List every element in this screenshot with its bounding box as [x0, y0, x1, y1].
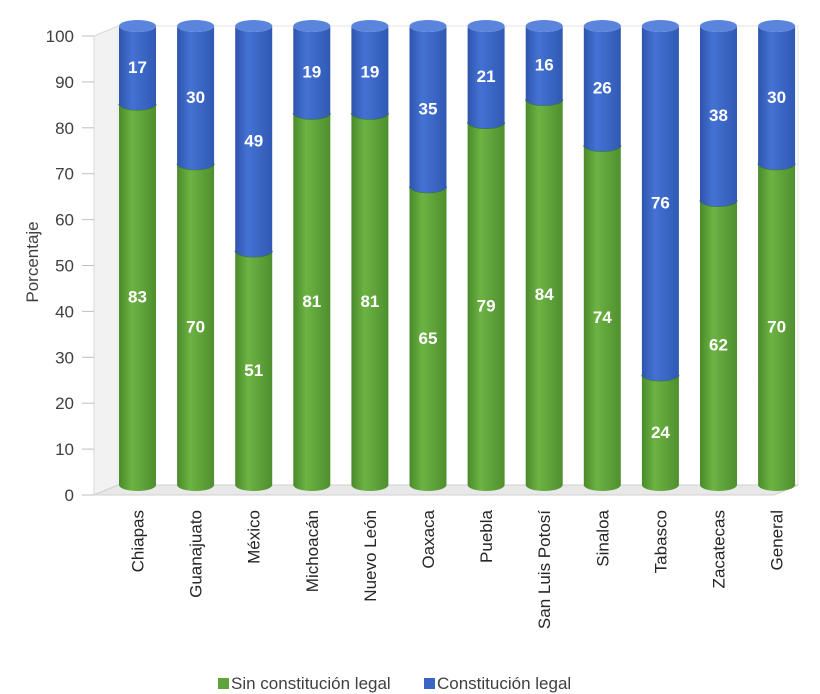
bar-segment-constitucion-1 — [177, 26, 215, 170]
bar-segment-constitucion-3 — [293, 26, 331, 120]
category-label: Sinaloa — [593, 509, 612, 566]
category-label: Zacatecas — [710, 510, 729, 588]
y-tick-label: 40 — [55, 302, 74, 321]
data-label: 49 — [244, 131, 263, 150]
bar-segment-sin-constitucion-7 — [525, 99, 563, 491]
category-label: Oaxaca — [419, 509, 438, 568]
data-label: 70 — [767, 317, 786, 336]
bar-top-cap-11 — [758, 20, 796, 32]
data-label: 19 — [360, 63, 379, 82]
bar-segment-sin-constitucion-5 — [409, 186, 447, 491]
category-label: Tabasco — [651, 510, 670, 573]
bar-segment-constitucion-7 — [525, 26, 563, 106]
bar-segment-sin-constitucion-2 — [235, 250, 273, 491]
bar-segment-sin-constitucion-0 — [119, 104, 156, 491]
bar-segment-constitucion-6 — [467, 26, 505, 129]
legend-swatch-0 — [218, 678, 229, 689]
category-label: Guanajuato — [187, 510, 206, 598]
back-wall — [117, 25, 799, 486]
y-tick-label: 20 — [55, 394, 74, 413]
legend-swatch-1 — [424, 678, 435, 689]
bar-segment-constitucion-11 — [758, 26, 796, 170]
bar-segment-sin-constitucion-8 — [583, 145, 621, 491]
y-tick-label: 50 — [55, 257, 74, 276]
data-label: 81 — [302, 292, 321, 311]
y-tick-label: 100 — [46, 27, 74, 46]
data-label: 16 — [535, 56, 554, 75]
bar-segment-constitucion-8 — [583, 26, 621, 152]
category-label: México — [245, 510, 264, 564]
bar-segment-sin-constitucion-4 — [351, 113, 389, 492]
y-tick-label: 30 — [55, 348, 74, 367]
data-label: 65 — [419, 329, 438, 348]
data-label: 35 — [419, 99, 438, 118]
data-label: 30 — [767, 88, 786, 107]
bar-top-cap-3 — [293, 20, 331, 32]
legend-entry-0: Sin constitución legal — [231, 674, 391, 693]
category-label: Michoacán — [303, 510, 322, 592]
bar-top-cap-4 — [351, 20, 389, 32]
bar-segment-constitucion-2 — [235, 26, 273, 257]
bar-segment-sin-constitucion-1 — [177, 163, 215, 491]
data-label: 19 — [302, 63, 321, 82]
y-tick-label: 60 — [55, 211, 74, 230]
bar-segment-sin-constitucion-3 — [293, 113, 331, 492]
bar-top-cap-7 — [525, 20, 563, 32]
y-tick-label: 0 — [65, 486, 74, 505]
category-label: San Luis Potosí — [535, 510, 554, 629]
bar-top-cap-0 — [119, 20, 156, 32]
y-tick-label: 70 — [55, 165, 74, 184]
bar-segment-sin-constitucion-11 — [758, 163, 796, 491]
data-label: 21 — [477, 67, 496, 86]
plot-area: 0 10 20 30 40 50 60 70 80 90 100 83 17 Chiapas 70 30 Gua… — [46, 20, 799, 629]
bar-top-cap-5 — [409, 20, 447, 32]
bar-top-cap-1 — [177, 20, 215, 32]
bar-top-cap-2 — [235, 20, 273, 32]
bar-top-cap-10 — [700, 20, 737, 32]
y-axis-title: Porcentaje — [23, 221, 42, 302]
legend-entry-1: Constitución legal — [437, 674, 571, 693]
legend: Sin constitución legal Constitución legal — [218, 674, 571, 693]
bar-segment-constitucion-9 — [641, 26, 679, 381]
category-label: Nuevo León — [361, 510, 380, 602]
data-label: 17 — [128, 58, 147, 77]
bar-top-cap-6 — [467, 20, 505, 32]
bar-segment-sin-constitucion-10 — [700, 200, 737, 492]
bar-segment-constitucion-0 — [119, 26, 156, 111]
bar-segment-sin-constitucion-6 — [467, 122, 505, 491]
data-label: 84 — [535, 285, 554, 304]
data-label: 81 — [360, 292, 379, 311]
y-tick-label: 10 — [55, 440, 74, 459]
bar-segment-constitucion-5 — [409, 26, 447, 193]
data-label: 30 — [186, 88, 205, 107]
data-label: 70 — [186, 317, 205, 336]
data-label: 24 — [651, 423, 670, 442]
data-label: 79 — [477, 297, 496, 316]
bar-segment-sin-constitucion-9 — [641, 374, 679, 491]
side-wall — [93, 25, 119, 496]
category-label: General — [768, 510, 787, 570]
bar-top-cap-8 — [583, 20, 621, 32]
bar-segment-constitucion-4 — [351, 26, 389, 120]
y-tick-label: 90 — [55, 73, 74, 92]
category-label: Puebla — [477, 509, 496, 562]
bar-segment-constitucion-10 — [700, 26, 737, 207]
category-label: Chiapas — [129, 510, 148, 572]
data-label: 74 — [593, 308, 612, 327]
data-label: 76 — [651, 193, 670, 212]
bar-top-cap-9 — [641, 20, 679, 32]
data-label: 38 — [709, 106, 728, 125]
data-label: 26 — [593, 79, 612, 98]
data-label: 83 — [128, 288, 147, 307]
y-tick-label: 80 — [55, 119, 74, 138]
data-label: 51 — [244, 361, 263, 380]
data-label: 62 — [709, 336, 728, 355]
